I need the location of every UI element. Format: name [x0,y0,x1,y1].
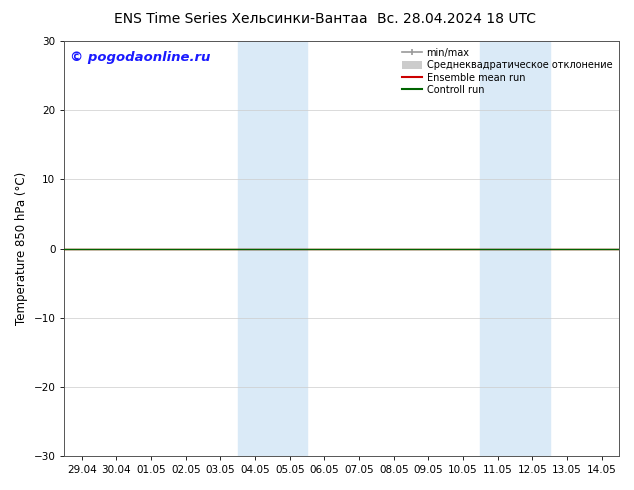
Y-axis label: Temperature 850 hPa (°C): Temperature 850 hPa (°C) [15,172,28,325]
Bar [481,41,550,456]
Text: Вс. 28.04.2024 18 UTC: Вс. 28.04.2024 18 UTC [377,12,536,26]
Text: © pogodaonline.ru: © pogodaonline.ru [70,51,210,64]
Legend: min/max, Среднеквадратическое отклонение, Ensemble mean run, Controll run: min/max, Среднеквадратическое отклонение… [400,46,614,97]
Bar [238,41,307,456]
Text: ENS Time Series Хельсинки-Вантаа: ENS Time Series Хельсинки-Вантаа [114,12,368,26]
